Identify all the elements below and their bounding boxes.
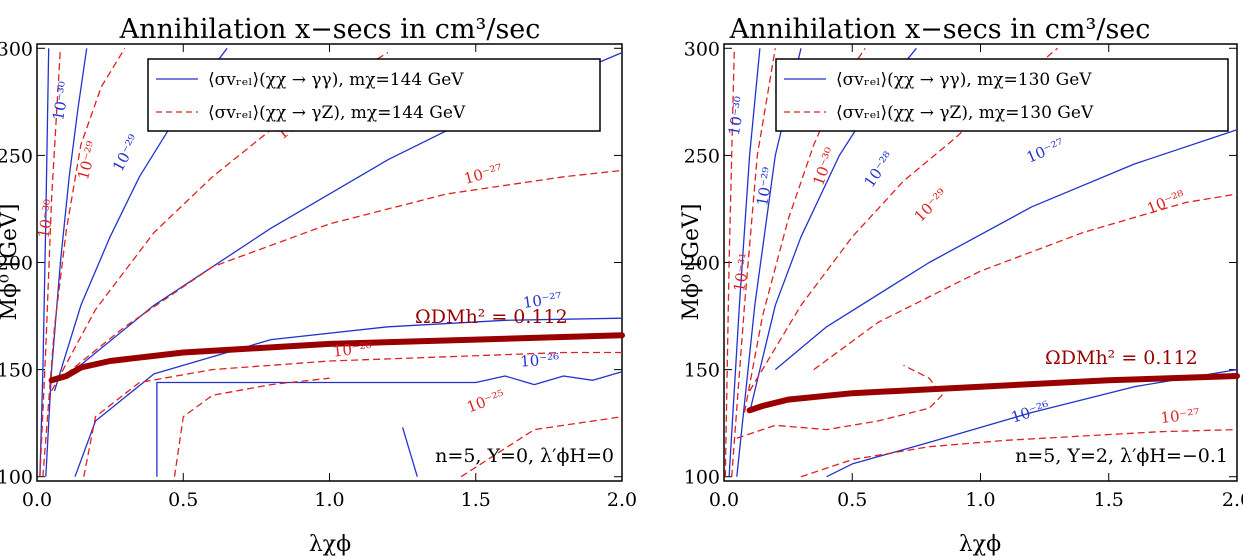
left-contour-label-12: 10⁻²⁵ [464,386,507,416]
left-series-gz-7 [65,169,623,375]
left-series-gg-6 [401,427,418,477]
left-x-tick-label: 0.5 [168,489,198,511]
right-series-gg-3 [728,48,761,477]
left-legend-label-gg: ⟨σvᵣₑₗ⟩(χχ → γγ), mχ=144 GeV [208,70,464,90]
left-y-tick-label: 300 [0,38,33,60]
left-x-tick-label: 0.0 [22,489,52,511]
right-series-layer [724,47,1240,478]
right-legend-label-gz: ⟨σvᵣₑₗ⟩(χχ → γZ), mχ=130 GeV [836,103,1094,123]
left-series-gz-12 [173,377,330,477]
right-contour-label-4: 10⁻²⁶ [1009,397,1052,426]
right-legend-label-gg: ⟨σvᵣₑₗ⟩(χχ → γγ), mχ=130 GeV [836,70,1092,90]
right-contour-label-2: 10⁻²⁹ [753,166,778,208]
left-y-tick-label: 100 [0,467,33,489]
right-series-gz-5 [813,193,1238,371]
left-x-axis-label: λχϕ [309,532,351,557]
left-series-gg-5 [156,371,623,477]
left-axis-ticks: 0.0 0.5 1.0 1.5 2.0 100 150 200 250 300 [0,38,637,511]
left-series-gg-2 [45,48,88,477]
left-contour-label-9: 10⁻²⁹ [74,139,101,181]
right-parameter-annotation: n=5, Y=2, λ′ϕH=−0.1 [1015,445,1228,467]
left-series-gz-9 [42,47,126,477]
right-series-gz-8 [731,48,776,477]
right-chart-title: Annihilation x−secs in cm³/sec [729,14,1151,45]
right-panel: Annihilation x−secs in cm³/sec 0.0 0.5 1.0… [679,14,1243,557]
left-contour-label-5: 10⁻²⁶ [520,350,560,371]
right-contour-label-10: 10⁻²⁷ [1160,405,1201,427]
right-contour-label-8: 10⁻³¹ [730,252,755,294]
right-relic-label: ΩDMh² = 0.112 [1045,347,1198,369]
right-legend: ⟨σvᵣₑₗ⟩(χχ → γγ), mχ=130 GeV ⟨σvᵣₑₗ⟩(χχ … [775,58,1229,132]
right-contour-label-6: 10⁻²⁹ [911,185,951,225]
left-series-gz-10 [39,48,62,477]
right-axis-ticks: 0.0 0.5 1.0 1.5 2.0 100 150 200 250 300 [684,38,1243,511]
left-parameter-annotation: n=5, Y=0, λ′ϕH=0 [435,445,614,467]
left-series-relic-14 [48,332,625,384]
right-series-relic-12 [746,373,1240,414]
left-x-tick-label: 1.0 [314,489,344,511]
left-x-tick-label: 2.0 [607,489,637,511]
left-series-gg-4 [74,317,623,477]
left-contour-label-11: 10⁻²⁶ [332,339,373,361]
right-y-tick-label: 300 [684,38,720,60]
right-series-gg-4 [826,368,1238,478]
left-relic-label: ΩDMh² = 0.112 [415,306,568,328]
right-y-axis-label: Mϕ⁰ [GeV] [679,204,704,321]
right-series-gz-7 [743,47,866,413]
right-x-axis-label: λχϕ [959,532,1001,557]
right-contour-label-1: 10⁻²⁸ [860,148,897,190]
right-contour-label-5: 10⁻²⁸ [1144,186,1187,217]
right-y-tick-label: 100 [684,467,720,489]
left-series-gz-13 [460,416,623,478]
right-series-gg-0 [774,129,1238,371]
right-x-tick-label: 1.5 [1094,489,1124,511]
right-y-tick-label: 250 [684,145,720,167]
left-legend-label-gz: ⟨σvᵣₑₗ⟩(χχ → γZ), mχ=144 GeV [208,103,466,123]
left-x-tick-label: 1.5 [461,489,491,511]
right-series-gz-11 [736,364,943,439]
left-series-gz-8 [51,52,389,392]
left-contour-label-2: 10⁻³⁰ [49,80,74,122]
right-x-tick-label: 1.0 [965,489,995,511]
right-contour-label-7: 10⁻³⁰ [809,145,839,188]
left-contour-label-4: 10⁻²⁷ [522,289,563,312]
left-y-tick-label: 250 [0,145,33,167]
right-x-tick-label: 0.0 [709,489,739,511]
right-y-tick-label: 200 [684,253,720,275]
left-y-axis-label: Mϕ⁰ [GeV] [0,204,22,321]
left-contour-label-7: 10⁻²⁷ [462,160,504,187]
left-legend: ⟨σvᵣₑₗ⟩(χχ → γγ), mχ=144 GeV ⟨σvᵣₑₗ⟩(χχ … [147,58,601,132]
right-y-tick-label: 150 [684,360,720,382]
right-contour-label-0: 10⁻²⁷ [1024,135,1067,167]
right-contour-label-3: 10⁻³⁰ [725,95,750,137]
left-chart-title: Annihilation x−secs in cm³/sec [119,14,541,45]
left-panel: Annihilation x−secs in cm³/sec 0.0 0.5 1.0… [0,14,637,557]
left-series-gg-3 [39,48,50,477]
left-contour-label-10: 10⁻³⁰ [34,198,59,240]
left-y-tick-label: 150 [0,360,33,382]
right-series-gz-9 [724,48,735,477]
right-x-tick-label: 2.0 [1222,489,1243,511]
left-contour-label-1: 10⁻²⁹ [109,132,143,175]
right-x-tick-label: 0.5 [837,489,867,511]
right-series-gz-10 [800,428,1238,478]
left-series-gz-11 [83,351,622,477]
left-y-tick-label: 200 [0,253,33,275]
